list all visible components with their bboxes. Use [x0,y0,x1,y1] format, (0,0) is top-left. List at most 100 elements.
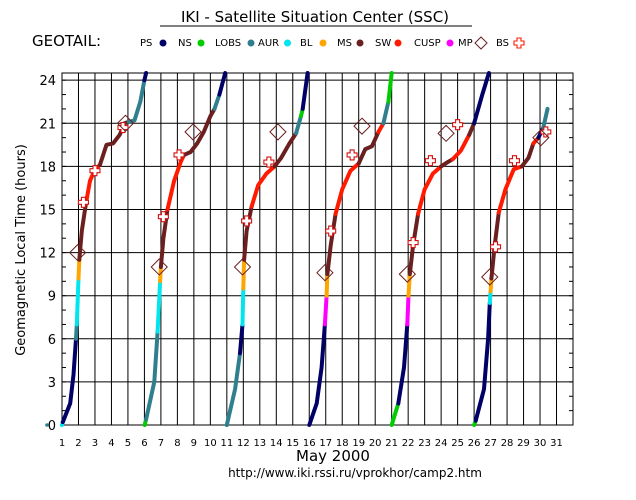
bow-shock-crossing-marker [407,236,419,249]
orbit-6-ps-segment [473,300,492,423]
orbit-5-ns-segment [389,401,401,427]
x-tick-label: 5 [125,438,131,449]
legend-marker-bs [513,37,525,49]
x-tick-label: 12 [237,438,250,449]
y-tick-label: 3 [48,376,56,391]
magnetopause-crossing-marker [269,123,287,141]
bow-shock-crossing-marker [173,149,185,161]
x-axis-label: May 2000 [296,447,370,465]
x-tick-label: 23 [418,438,431,449]
orbit-5-ps-segment [472,71,491,126]
y-tick-label: 6 [48,333,56,348]
orbit-5-cusp-segment [405,293,411,327]
x-tick-label: 21 [385,438,398,449]
orbit-1-bl-segment [76,257,82,281]
bow-shock-crossing-marker [263,156,275,168]
y-tick-label: 15 [39,203,56,218]
orbit-1-ps-segment [142,71,149,83]
x-tick-label: 17 [319,438,332,449]
bow-shock-crossing-marker [424,155,436,167]
orbit-5-bl-segment [406,272,412,298]
legend-label-ns: NS [178,38,192,49]
magnetopause-crossing-marker [116,114,135,132]
orbit-5-ps-segment [396,322,410,406]
orbit-3-ms-segment [272,131,299,169]
orbit-2-ms-segment [182,106,217,157]
orbit-6-sw-segment [496,164,524,215]
legend-label-cusp: CUSP [414,38,441,49]
orbit-1-ms-segment [77,201,88,262]
x-tick-label: 1 [59,438,65,449]
orbit-5-sw-segment [450,132,472,162]
orbit-3-ps-segment [300,71,310,111]
legend-marker-lobs [247,39,255,47]
orbit-1-ps-segment [60,336,78,425]
orbit-3-sw-segment [249,164,277,209]
orbit-4-bl-segment [324,272,330,298]
orbit-4-lobs-segment [381,99,391,126]
legend-marker-cusp [446,39,454,47]
orbit-1-lobs-segment [74,322,79,341]
y-tick-label: 0 [48,419,56,434]
x-tick-label: 26 [468,438,481,449]
y-tick-label: 21 [39,117,56,132]
legend-label-bl: BL [300,38,313,49]
orbit-6-ms-segment [519,141,536,169]
legend-label-bs: BS [496,38,509,49]
x-tick-label: 6 [141,438,147,449]
x-tick-label: 22 [402,438,415,449]
x-tick-label: 13 [253,438,266,449]
plot-frame [61,72,574,426]
bow-shock-crossing-marker [508,155,521,167]
x-tick-label: 27 [484,438,497,449]
legend-marker-sw [394,39,402,47]
orbit-4-cusp-segment [322,293,329,327]
x-tick-label: 18 [336,438,349,449]
orbit-2-sw-segment [165,152,186,212]
orbit-1-aur-segment [74,276,81,327]
magnetopause-crossing-marker [184,123,202,141]
chart-legend: PS NS LOBS AUR BL MS SW CUSP MP BS [140,36,525,50]
legend-marker-ps [159,39,167,47]
magnetopause-crossing-marker [68,243,87,262]
orbit-3-ms-segment [242,204,254,262]
orbit-2-lobs-segment [212,92,222,111]
source-url: http://www.iki.rssi.ru/vprokhor/camp2.ht… [228,466,482,480]
legend-label-mp: MP [458,38,473,49]
orbit-4-ns-segment [386,71,394,104]
x-tick-label: 29 [517,438,530,449]
magnetopause-crossing-marker [437,124,455,143]
x-tick-label: 3 [92,438,98,449]
orbit-3-lobs-segment [294,114,303,136]
orbit-start-point [45,423,49,427]
orbit-6-bl-segment [488,276,494,294]
x-tick-label: 28 [501,438,514,449]
bow-shock-crossing-marker [241,215,253,227]
y-tick-label: 24 [39,74,56,89]
magnetopause-crossing-marker [353,117,371,135]
x-tick-label: 9 [191,438,197,449]
legend-marker-ns [197,39,205,47]
y-axis-label: Geomagnetic Local Time (hours) [14,144,29,356]
x-tick-label: 14 [270,438,283,449]
magnetopause-crossing-marker [316,263,334,282]
bow-shock-crossing-marker [117,122,129,134]
x-tick-label: 10 [204,438,217,449]
x-tick-label: 11 [220,438,233,449]
x-tick-label: 30 [534,438,547,449]
y-tick-label: 12 [39,247,56,262]
orbit-1-lobs-segment [126,78,147,124]
legend-label-lobs: LOBS [215,38,241,49]
magnetopause-crossing-marker [532,128,550,147]
legend-marker-aur [284,39,291,47]
x-tick-label: 15 [286,438,299,449]
orbit-6-lobs-segment [541,106,550,130]
orbit-2-aur-segment [155,279,163,334]
y-tick-label: 18 [39,160,56,175]
orbit-4-ps-segment [307,322,327,427]
legend-marker-mp [474,36,488,50]
x-tick-label: 20 [369,438,382,449]
y-tick-label: 9 [48,290,56,305]
bow-shock-crossing-marker [452,119,464,131]
magnetopause-crossing-marker [481,268,499,286]
